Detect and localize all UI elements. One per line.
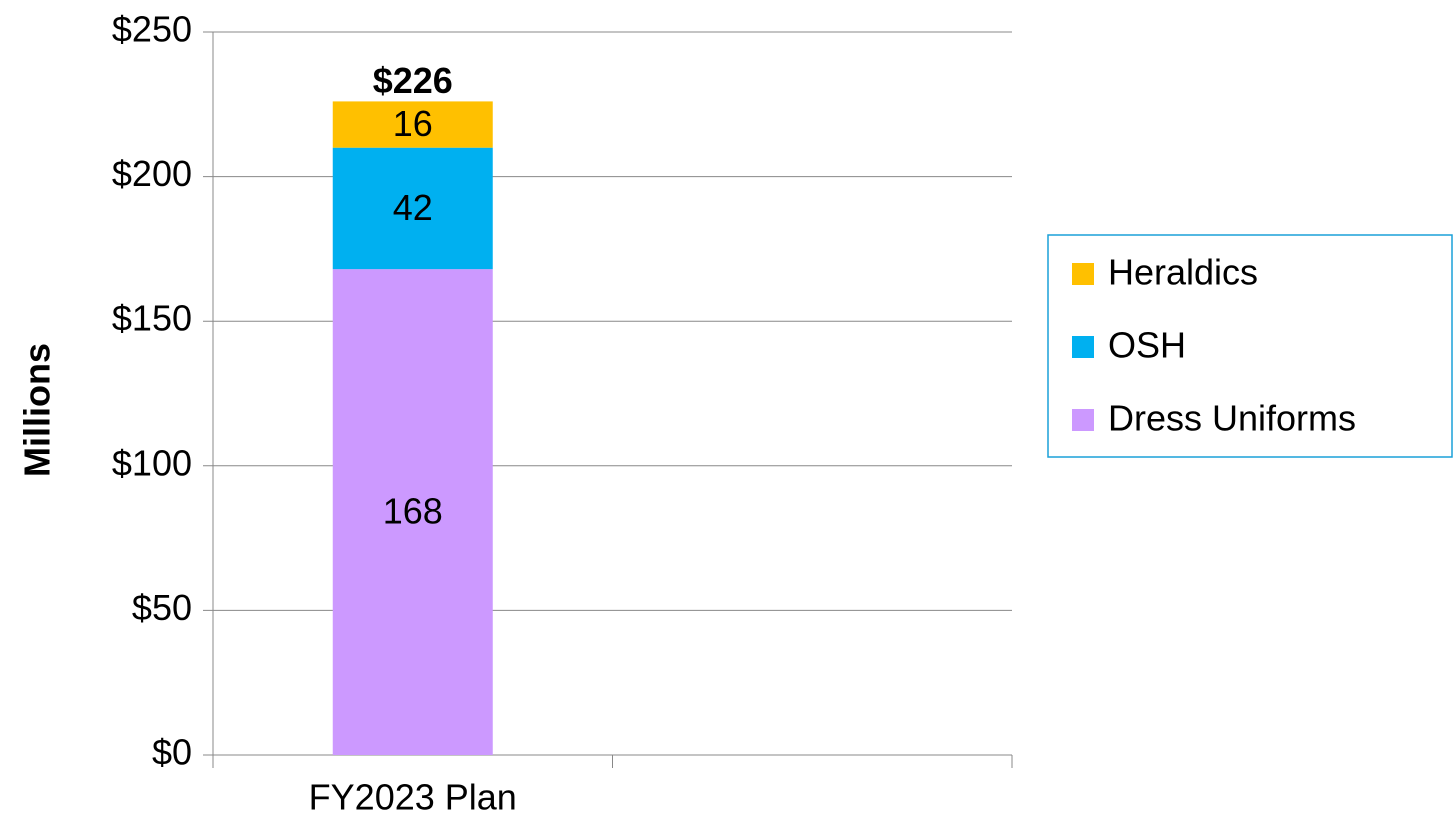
y-axis-label: Millions	[17, 343, 58, 477]
y-tick-label: $150	[112, 298, 192, 339]
legend-swatch	[1072, 336, 1094, 358]
data-label: 42	[393, 187, 433, 228]
legend-label: OSH	[1108, 325, 1186, 366]
legend-swatch	[1072, 263, 1094, 285]
y-tick-label: $100	[112, 442, 192, 483]
y-tick-label: $0	[152, 732, 192, 773]
legend-label: Dress Uniforms	[1108, 398, 1356, 439]
y-tick-label: $50	[132, 587, 192, 628]
bar-segment	[332, 101, 493, 148]
bar-segment	[332, 147, 493, 270]
data-label: 16	[393, 103, 433, 144]
total-label: $226	[373, 60, 453, 101]
legend-label: Heraldics	[1108, 252, 1258, 293]
legend-box	[1047, 234, 1453, 458]
legend-swatch	[1072, 409, 1094, 431]
data-label: 168	[383, 491, 443, 532]
x-tick-label: FY2023 Plan	[309, 777, 517, 818]
bar-segment	[332, 269, 493, 755]
y-tick-label: $200	[112, 153, 192, 194]
y-tick-label: $250	[112, 9, 192, 50]
